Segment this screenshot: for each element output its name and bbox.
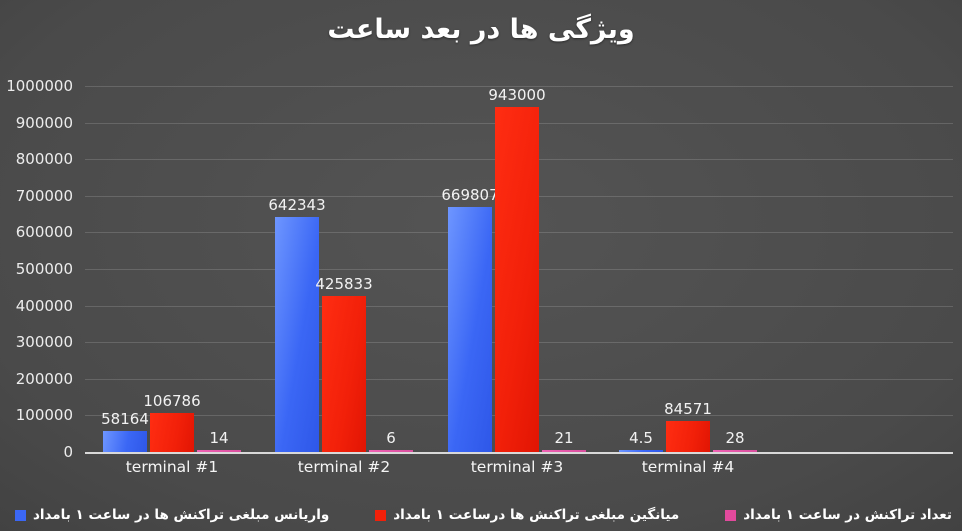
bar-mean-3[interactable]: 943000 — [488, 86, 546, 452]
bar-mean-4[interactable]: 84571 — [664, 400, 712, 452]
bar-count-2[interactable]: 6 — [369, 429, 413, 452]
x-axis-line — [85, 452, 953, 454]
bar-count-3[interactable]: 21 — [542, 429, 586, 452]
bar-group-terminal-1: 58164 106786 14 — [101, 392, 241, 452]
y-tick-label: 1000000 — [6, 77, 73, 95]
bar-mean-2[interactable]: 425833 — [315, 275, 373, 452]
data-label-count-3: 21 — [554, 428, 574, 447]
y-tick-label: 500000 — [15, 260, 73, 278]
y-tick-label: 400000 — [15, 296, 73, 315]
legend: تعداد تراکنش در ساعت ۱ بامداد میانگین مبل… — [0, 507, 956, 523]
data-label-mean-4: 84571 — [664, 400, 712, 419]
bar-mean-1[interactable]: 106786 — [143, 392, 201, 452]
legend-swatch-variance — [14, 509, 26, 521]
data-label-count-2: 6 — [386, 428, 396, 447]
y-tick-label: 200000 — [15, 369, 73, 388]
data-label-variance-2: 642343 — [268, 195, 326, 214]
data-label-variance-4: 4.5 — [629, 428, 653, 447]
legend-swatch-mean — [375, 509, 387, 521]
bar-group-terminal-2: 642343 425833 6 — [268, 196, 413, 452]
bar-variance-2[interactable]: 642343 — [268, 196, 326, 452]
legend-label-count: تعداد تراکنش در ساعت ۱ بامداد — [743, 507, 952, 523]
data-label-count-1: 14 — [209, 428, 229, 447]
category-label-3: terminal #3 — [470, 458, 564, 476]
plot-area: 1000000 900000 800000 700000 600000 500000 400… — [6, 77, 953, 461]
legend-label-mean: میانگین مبلغی تراکنش ها درساعت ۱ بامداد — [393, 507, 680, 523]
data-label-count-4: 28 — [725, 428, 745, 447]
legend-item-count[interactable]: تعداد تراکنش در ساعت ۱ بامداد — [725, 507, 952, 523]
bar-count-1[interactable]: 14 — [197, 429, 241, 452]
data-label-mean-1: 106786 — [143, 391, 201, 410]
category-label-4: terminal #4 — [641, 458, 735, 476]
legend-item-mean[interactable]: میانگین مبلغی تراکنش ها درساعت ۱ بامداد — [375, 507, 679, 523]
data-label-mean-2: 425833 — [315, 275, 373, 294]
bar-variance-4[interactable]: 4.5 — [619, 429, 663, 452]
legend-label-variance: واریانس مبلغی تراکنش ها در ساعت ۱ بامداد — [32, 507, 330, 523]
y-tick-label: 300000 — [15, 333, 73, 352]
bar-group-terminal-3: 669807 943000 21 — [441, 86, 586, 452]
bar-variance-1[interactable]: 58164 — [101, 410, 149, 452]
y-tick-label: 600000 — [15, 223, 73, 242]
y-tick-label: 900000 — [15, 113, 73, 132]
bar-variance-3[interactable]: 669807 — [441, 186, 499, 452]
legend-item-variance[interactable]: واریانس مبلغی تراکنش ها در ساعت ۱ بامداد — [14, 507, 330, 523]
legend-swatch-count — [725, 509, 737, 521]
data-label-variance-1: 58164 — [101, 409, 149, 428]
y-tick-label: 100000 — [15, 406, 73, 425]
y-tick-label: 700000 — [15, 186, 73, 205]
data-label-variance-3: 669807 — [441, 185, 499, 204]
data-label-mean-3: 943000 — [488, 85, 546, 104]
category-label-2: terminal #2 — [297, 458, 391, 476]
chart-title[interactable]: ویژگی ها در بعد ساعت — [327, 14, 635, 45]
bar-group-terminal-4: 4.5 84571 28 — [619, 400, 757, 452]
bar-count-4[interactable]: 28 — [713, 429, 757, 452]
category-label-1: terminal #1 — [125, 458, 219, 476]
y-tick-label: 800000 — [15, 150, 73, 169]
y-tick-label: 0 — [63, 443, 73, 461]
gridline — [85, 86, 953, 87]
